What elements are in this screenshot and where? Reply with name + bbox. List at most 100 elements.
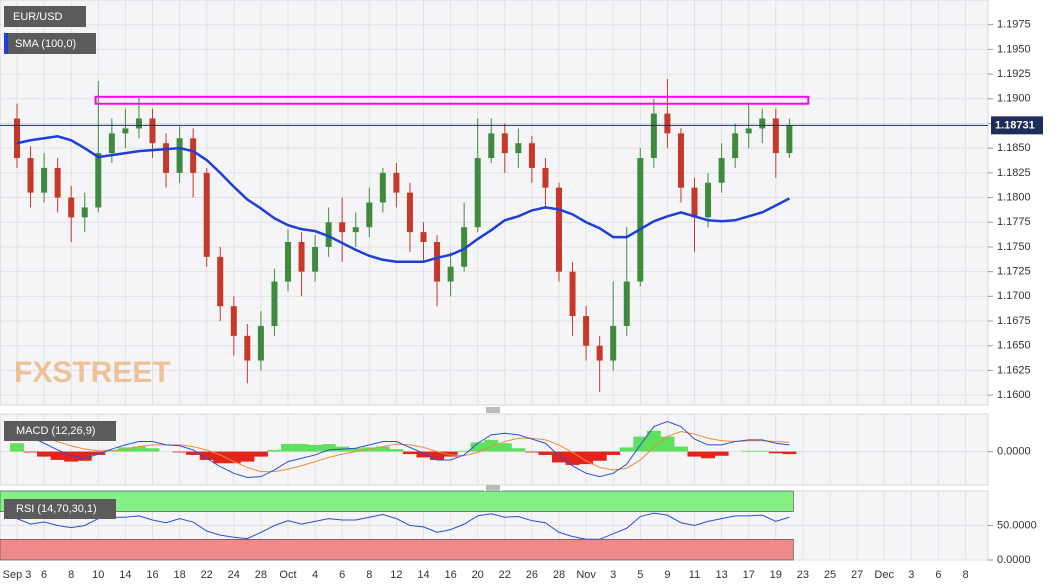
histogram-bar (321, 444, 336, 452)
y-tick-label: 1.1600 (997, 389, 1031, 401)
candle-body (650, 113, 657, 159)
panel-resize-handle[interactable] (484, 407, 502, 413)
x-tick-label: Oct (279, 569, 296, 581)
histogram-bar (565, 451, 580, 465)
histogram-bar (484, 439, 499, 452)
candle-body (41, 167, 48, 193)
candle-body (474, 158, 481, 228)
histogram-bar (213, 451, 228, 464)
x-tick-label: 28 (553, 569, 565, 581)
candle-body (95, 153, 102, 208)
y-tick-label: 1.1850 (997, 142, 1031, 154)
candle-body (569, 271, 576, 317)
y-tick-label: 1.1975 (997, 19, 1031, 31)
rsi-line (16, 512, 790, 540)
histogram-bar (280, 444, 295, 452)
resistance-zone (94, 95, 810, 105)
histogram-bar (755, 450, 770, 452)
histogram-bar (402, 451, 417, 455)
x-tick-label: 3 (610, 569, 616, 581)
x-tick-label: 17 (743, 569, 755, 581)
y-tick-label: 1.1900 (997, 93, 1031, 105)
x-tick-label: 6 (935, 569, 941, 581)
y-tick-label: 1.1625 (997, 364, 1031, 376)
histogram-bar (186, 451, 201, 455)
histogram-bar (267, 449, 282, 452)
y-tick-label: 1.1650 (997, 340, 1031, 352)
candle-body (759, 118, 766, 129)
candle-body (81, 207, 88, 218)
candle-body (312, 246, 319, 272)
candle-body (515, 143, 522, 154)
x-tick-label: 20 (472, 569, 484, 581)
candle-body (461, 227, 468, 267)
histogram-bar (741, 450, 756, 452)
histogram-bar (701, 451, 716, 459)
candle-body (732, 133, 739, 159)
candle-body (257, 325, 264, 361)
y-tick-label: 1.1825 (997, 167, 1031, 179)
candle-body (352, 227, 359, 233)
panel-resize-handle[interactable] (484, 485, 502, 491)
y-tick-label: 1.1925 (997, 68, 1031, 80)
histogram-bar (375, 446, 390, 452)
candle-body (325, 222, 332, 247)
title-box (4, 6, 86, 27)
candle-body (610, 325, 617, 361)
candle-body (190, 138, 197, 173)
histogram-bar (552, 451, 567, 463)
x-tick-label: Sep 3 (3, 569, 32, 581)
overbought-band (0, 490, 794, 513)
histogram-bar (23, 451, 38, 453)
histogram-bar (294, 444, 309, 452)
histogram-bar (37, 451, 52, 457)
histogram-bar (660, 436, 675, 452)
legend-swatch (4, 33, 8, 54)
x-tick-label: 13 (715, 569, 727, 581)
candle-body (434, 242, 441, 282)
x-tick-label: 24 (228, 569, 240, 581)
histogram-bar (91, 451, 106, 455)
histogram-bar (782, 451, 797, 455)
candle-body (54, 167, 61, 198)
candle-body (366, 202, 373, 228)
histogram-bar (308, 444, 323, 452)
x-tick-label: 28 (255, 569, 267, 581)
watermark: FXSTREET (14, 356, 171, 389)
y-tick-label: 0.0000 (997, 554, 1031, 566)
candle-body (163, 143, 170, 173)
chart-title: EUR/USD (13, 11, 63, 23)
legend-box (4, 33, 96, 54)
candle-body (488, 133, 495, 159)
macd-line (16, 420, 790, 478)
histogram-bar (416, 451, 431, 458)
candle-body (122, 128, 129, 134)
x-tick-label: 19 (770, 569, 782, 581)
x-tick-label: 10 (92, 569, 104, 581)
labels: EUR/USD SMA (100,0) MACD (12,26,9) RSI (… (4, 6, 502, 519)
x-tick-label: 18 (173, 569, 185, 581)
histogram-bar (240, 451, 255, 462)
candle-body (230, 306, 237, 336)
candle-body (596, 345, 603, 361)
y-tick-label: 0.0000 (997, 445, 1031, 457)
candle-body (13, 118, 20, 159)
candle-body (420, 232, 427, 243)
x-tick-label: 27 (851, 569, 863, 581)
histogram-bar (131, 446, 146, 452)
candle-body (271, 281, 278, 326)
histogram-bar (524, 451, 539, 453)
histogram-bar (50, 451, 65, 460)
candle-body (583, 316, 590, 346)
candle-body (501, 133, 508, 154)
x-tick-label: 22 (499, 569, 511, 581)
histogram-bar (619, 447, 634, 452)
x-tick-label: 11 (689, 569, 700, 581)
legend-entry: SMA (100,0) (15, 38, 76, 50)
histogram-bar (253, 451, 268, 457)
x-tick-label: 3 (908, 569, 914, 581)
rsi-title: RSI (14,70,30,1) (16, 503, 97, 515)
histogram-bar (172, 451, 187, 453)
